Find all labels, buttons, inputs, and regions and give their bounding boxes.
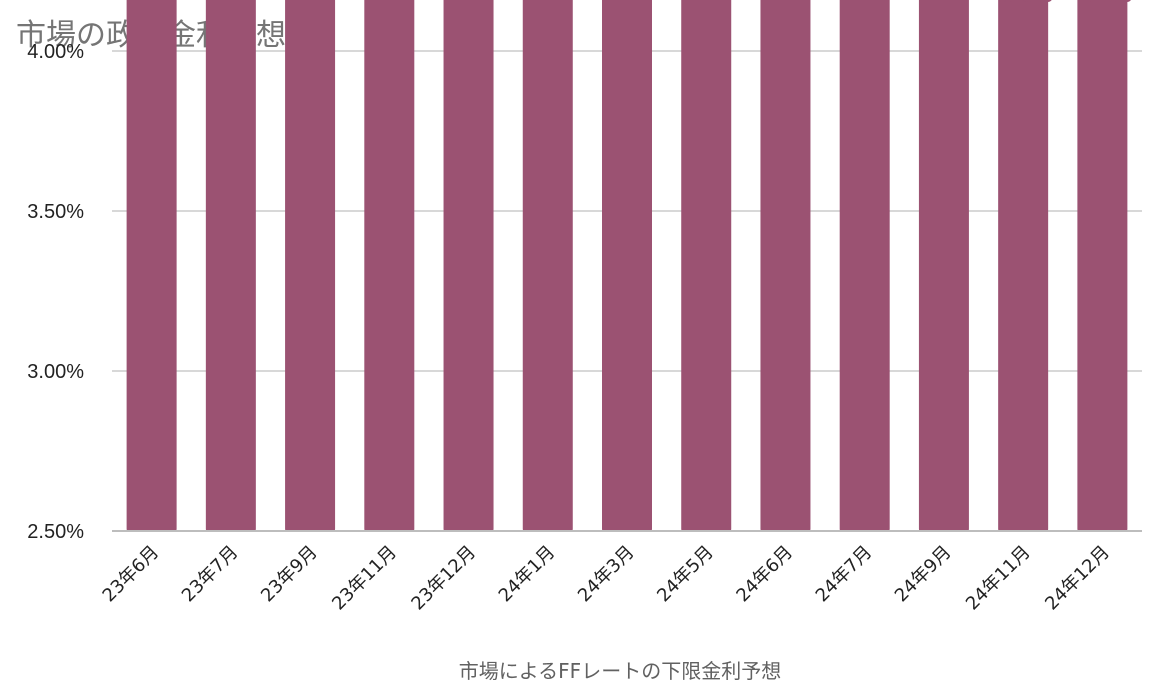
bar (205, 0, 256, 531)
bar (522, 0, 573, 531)
data-label: 4.25% (1074, 0, 1131, 5)
x-tick-label: 23年7月 (178, 542, 243, 607)
bar (918, 0, 969, 531)
x-tick-label: 24年11月 (962, 542, 1035, 615)
x-tick-label: 24年3月 (574, 542, 639, 607)
bar (839, 0, 890, 531)
bar (443, 0, 494, 531)
bar (760, 0, 811, 531)
x-tick-label: 23年11月 (328, 542, 401, 615)
x-tick-label: 23年9月 (257, 542, 322, 607)
x-tick-label: 24年9月 (891, 542, 956, 607)
x-tick-label: 24年7月 (812, 542, 877, 607)
y-tick-label: 4.00% (27, 41, 84, 63)
x-tick-label: 23年6月 (99, 542, 164, 607)
x-tick-label: 23年12月 (407, 542, 480, 615)
x-tick-label: 24年6月 (732, 542, 797, 607)
x-axis-title: 市場によるFFレートの下限金利予想 (459, 659, 781, 683)
data-label: 4.25% (995, 0, 1052, 5)
x-tick-label: 24年12月 (1041, 542, 1114, 615)
bar (681, 0, 732, 531)
bar (602, 0, 652, 531)
bar (998, 0, 1049, 531)
x-tick-label: 24年1月 (495, 542, 560, 607)
x-tick-label: 24年5月 (653, 542, 718, 607)
bar (126, 0, 177, 531)
y-tick-label: 3.50% (27, 201, 84, 223)
bar (364, 0, 415, 531)
y-tick-label: 2.50% (27, 521, 84, 543)
bar (1077, 0, 1128, 531)
y-tick-label: 3.00% (27, 361, 84, 383)
bar (285, 0, 336, 531)
